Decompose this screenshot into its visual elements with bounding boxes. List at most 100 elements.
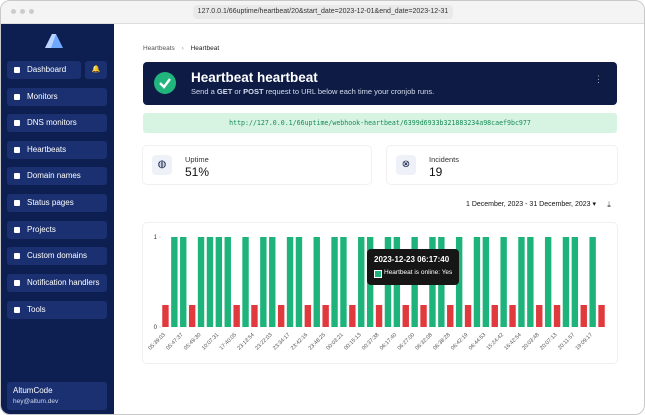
bar	[304, 305, 312, 327]
menu-item[interactable]: DNS monitors	[7, 114, 107, 132]
x-tick-label: 05:47:37	[165, 332, 184, 351]
menu-item[interactable]: Heartbeats	[7, 141, 107, 159]
text: POST	[243, 87, 264, 96]
tooltip-title: 2023-12-23 06:17:40	[374, 255, 450, 264]
user-box[interactable]: AltumCode hey@altum.dev	[7, 382, 107, 410]
bar	[527, 237, 534, 327]
notification-button[interactable]: 🔔	[85, 61, 107, 79]
bar	[197, 237, 205, 327]
bar	[286, 237, 294, 327]
menu-item[interactable]: Monitors	[7, 88, 107, 106]
menu-item[interactable]: Dashboard	[7, 61, 81, 79]
x-tick-label: 20:07:13	[539, 332, 558, 351]
bar	[349, 305, 356, 327]
x-tick-label: 20:11:57	[557, 332, 576, 351]
tooltip: 2023-12-23 06:17:40 Heartbeat is online:…	[367, 249, 459, 285]
menu-label: DNS monitors	[27, 118, 77, 127]
download-button[interactable]: ⤓	[607, 200, 611, 209]
logo	[45, 34, 63, 48]
stat-label: Incidents	[429, 155, 460, 164]
x-tick-label: 10:07:31	[201, 332, 220, 351]
stat-value: 19	[429, 165, 443, 179]
bar	[340, 237, 347, 327]
bar	[518, 237, 525, 327]
bar	[447, 305, 454, 327]
bar	[500, 237, 507, 327]
bar	[188, 305, 196, 327]
bar	[233, 305, 240, 327]
menu-icon	[14, 67, 20, 73]
date-picker[interactable]: 1 December, 2023 - 31 December, 2023 ▾	[466, 201, 596, 208]
bar	[277, 305, 285, 327]
bar	[482, 237, 490, 327]
x-tick-label: 06:42:19	[450, 332, 469, 351]
menu-item[interactable]: Domain names	[7, 167, 107, 185]
browser-toolbar: 127.0.0.1/66uptime/heartbeat/20&start_da…	[1, 1, 644, 24]
bar	[224, 237, 231, 327]
bar	[313, 237, 320, 327]
bar	[464, 305, 472, 327]
menu-icon	[14, 200, 20, 206]
menu-item[interactable]: Notification handlers	[7, 274, 107, 292]
x-tick-label: 00:37:38	[361, 332, 380, 351]
bar	[580, 305, 587, 327]
bar	[491, 305, 498, 327]
bar	[171, 237, 178, 327]
bar	[598, 305, 605, 327]
bar	[206, 237, 214, 327]
menu-item[interactable]: Projects	[7, 221, 107, 239]
bar	[455, 237, 463, 327]
x-tick-label: 23:34:17	[272, 332, 291, 351]
bar	[402, 305, 409, 327]
x-tick-label: 05:39:03	[147, 332, 166, 351]
menu-item[interactable]: Tools	[7, 301, 107, 319]
menu-item[interactable]: Custom domains	[7, 247, 107, 265]
menu-icon	[14, 147, 20, 153]
menu-icon	[14, 173, 20, 179]
x-tick-label: 19:09:17	[575, 332, 594, 351]
header-banner: Heartbeat heartbeat Send a GET or POST r…	[143, 62, 617, 105]
user-email: hey@altum.dev	[13, 398, 59, 405]
x-tick-label: 15:24:42	[486, 332, 505, 351]
menu-icon	[14, 94, 20, 100]
x-tick-label: 17:40:05	[219, 332, 238, 351]
globe-icon: ◍	[152, 155, 172, 175]
bar	[251, 305, 258, 327]
x-tick-label: 23:22:03	[254, 332, 273, 351]
x-tick-label: 06:17:40	[379, 332, 398, 351]
x-tick-label: 00:15:13	[343, 332, 362, 351]
x-tick-label: 16:42:54	[503, 332, 522, 351]
text: request to URL below each time your cron…	[263, 87, 435, 96]
bar	[269, 237, 276, 327]
menu-label: Tools	[27, 305, 46, 314]
bar	[375, 305, 383, 327]
x-tick-label: 06:44:53	[468, 332, 487, 351]
stat-card: ⊗ Incidents 19	[387, 146, 617, 184]
breadcrumb-link[interactable]: Heartbeats	[143, 45, 175, 52]
y-tick-label: 0	[154, 325, 158, 331]
menu-item[interactable]: Status pages	[7, 194, 107, 212]
menu-label: Dashboard	[27, 65, 67, 74]
bar	[589, 237, 596, 327]
webhook-url[interactable]: http://127.0.0.1/66uptime/webhook-heartb…	[143, 113, 617, 133]
bar	[260, 237, 267, 327]
bar	[331, 237, 338, 327]
bar	[536, 305, 543, 327]
bar	[553, 305, 561, 327]
text: Send a	[191, 87, 217, 96]
dot	[11, 9, 16, 14]
x-tick-label: 23:48:25	[308, 332, 327, 351]
x-tick-label: 06:27:00	[397, 332, 416, 351]
bar	[180, 237, 187, 327]
tooltip-text: Heartbeat is online: Yes	[384, 269, 453, 276]
text: GET	[216, 87, 233, 96]
bar	[295, 237, 303, 327]
sidebar: Dashboard Monitors DNS monitors Heartbeats D…	[1, 24, 114, 414]
menu-label: Status pages	[27, 198, 74, 207]
date-range: 1 December, 2023 - 31 December, 2023	[466, 201, 591, 208]
x-tick-label: 00:03:21	[325, 332, 344, 351]
menu-dots[interactable]: ⋮	[594, 74, 603, 84]
address-bar[interactable]: 127.0.0.1/66uptime/heartbeat/20&start_da…	[193, 5, 453, 19]
menu-icon	[14, 120, 20, 126]
